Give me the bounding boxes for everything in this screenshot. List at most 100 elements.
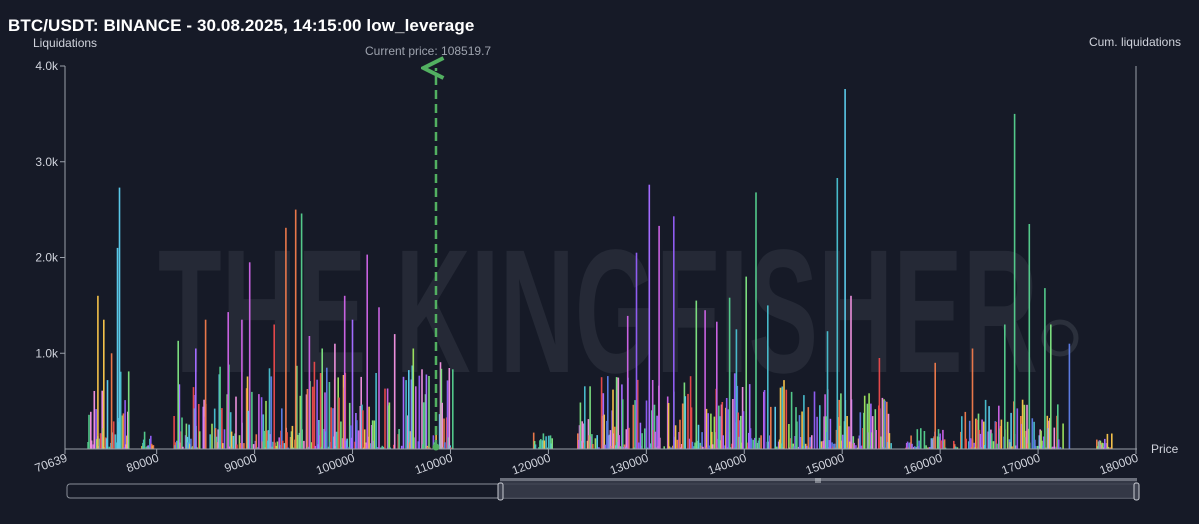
liquidation-bar xyxy=(587,419,590,449)
liquidation-peak-bar xyxy=(412,348,415,449)
liquidation-bar xyxy=(229,446,231,449)
liquidation-bar xyxy=(318,435,321,449)
liquidation-bar xyxy=(428,376,430,449)
current-price-label: Current price: 108519.7 xyxy=(365,44,492,58)
liquidation-bar xyxy=(330,407,332,449)
liquidation-bar xyxy=(722,435,724,449)
liquidation-bar xyxy=(832,446,834,449)
liquidation-bar xyxy=(846,416,848,449)
liquidation-bar xyxy=(101,390,103,449)
liquidation-bar xyxy=(88,414,90,449)
navigator-left-handle[interactable] xyxy=(497,482,504,501)
liquidation-bar xyxy=(346,438,348,449)
liquidation-bar xyxy=(699,442,702,449)
liquidation-bar xyxy=(681,444,683,449)
liquidation-bar xyxy=(691,441,694,449)
liquidation-bar xyxy=(1106,433,1109,449)
liquidation-bar xyxy=(287,447,289,449)
liquidation-bar xyxy=(198,431,201,449)
liquidation-bar xyxy=(998,428,1001,449)
liquidation-bar xyxy=(126,435,128,449)
liquidation-bar xyxy=(143,431,146,449)
liquidation-bar xyxy=(125,444,127,449)
liquidation-bar xyxy=(203,399,205,449)
liquidation-peak-bar xyxy=(767,305,769,449)
liquidation-bar xyxy=(645,400,648,449)
liquidation-bar xyxy=(916,429,919,449)
liquidation-bar xyxy=(363,447,365,449)
liquidation-bar xyxy=(187,442,189,449)
liquidation-bar xyxy=(588,435,590,449)
liquidation-bar xyxy=(799,437,802,449)
liquidation-bar xyxy=(882,447,884,449)
liquidation-peak-bar xyxy=(103,319,105,449)
liquidation-bar xyxy=(379,447,382,449)
liquidation-bar xyxy=(1103,447,1105,449)
liquidation-bar xyxy=(584,386,586,449)
liquidation-peak-bar xyxy=(934,362,936,449)
liquidation-bar xyxy=(607,376,609,449)
liquidation-bar xyxy=(192,387,195,449)
liquidation-bar xyxy=(121,415,124,449)
liquidation-bar xyxy=(229,412,232,449)
liquidation-bar xyxy=(398,429,400,449)
liquidation-bar xyxy=(1059,447,1062,449)
liquidation-bar xyxy=(444,442,446,449)
liquidation-peak-bar xyxy=(110,353,113,450)
liquidation-bar xyxy=(1050,447,1053,449)
liquidation-bar xyxy=(886,442,889,449)
liquidation-bar xyxy=(711,431,713,449)
liquidation-bar xyxy=(663,446,665,449)
liquidation-bar xyxy=(388,402,391,449)
liquidation-bar xyxy=(235,396,237,449)
liquidation-bar xyxy=(748,384,751,449)
liquidation-bar xyxy=(257,447,259,449)
liquidation-bar xyxy=(532,432,535,449)
watermark-text: THE KINGFISHER xyxy=(158,214,1038,410)
liquidation-bar xyxy=(415,386,417,449)
liquidation-bar xyxy=(747,446,749,449)
liquidation-bar xyxy=(653,404,656,449)
liquidation-bar xyxy=(794,436,796,449)
liquidation-peak-bar xyxy=(1013,113,1016,450)
liquidation-bar xyxy=(368,406,370,449)
liquidation-bar xyxy=(741,387,744,449)
liquidation-bar xyxy=(886,401,888,449)
liquidation-bar xyxy=(620,447,622,449)
liquidation-bar xyxy=(782,447,784,449)
liquidation-bar xyxy=(1055,446,1057,449)
liquidation-bar xyxy=(641,433,643,449)
liquidation-bar xyxy=(822,440,825,449)
liquidation-bar xyxy=(684,396,687,449)
liquidation-bar xyxy=(1024,437,1026,449)
liquidation-bar xyxy=(443,418,445,449)
liquidation-bar xyxy=(104,437,107,449)
liquidation-bar xyxy=(355,413,357,449)
range-navigator[interactable] xyxy=(66,478,1140,501)
liquidation-bar xyxy=(1025,430,1027,449)
liquidation-bar xyxy=(255,434,258,449)
liquidation-bar xyxy=(1099,440,1102,449)
liquidation-bar xyxy=(266,440,269,449)
liquidation-bar xyxy=(421,369,423,449)
liquidation-bar xyxy=(725,407,727,449)
navigator-grip-icon[interactable] xyxy=(815,478,821,483)
liquidation-bar xyxy=(990,433,993,449)
liquidation-bar xyxy=(633,447,635,449)
liquidation-bar xyxy=(1107,446,1110,449)
liquidation-bar xyxy=(748,432,750,449)
liquidation-bar xyxy=(609,430,612,449)
liquidation-bar xyxy=(778,439,781,449)
liquidation-bar xyxy=(452,369,454,449)
liquidation-bar xyxy=(591,434,593,449)
liquidation-bar xyxy=(214,428,217,449)
liquidation-bar xyxy=(580,440,583,449)
liquidation-bar xyxy=(306,389,309,449)
navigator-right-handle[interactable] xyxy=(1133,482,1140,501)
liquidation-peak-bar xyxy=(695,300,698,449)
liquidation-bar xyxy=(848,426,850,449)
liquidation-bar xyxy=(592,444,594,449)
x-tick-label: 140000 xyxy=(706,451,749,478)
liquidation-bar xyxy=(640,445,642,449)
